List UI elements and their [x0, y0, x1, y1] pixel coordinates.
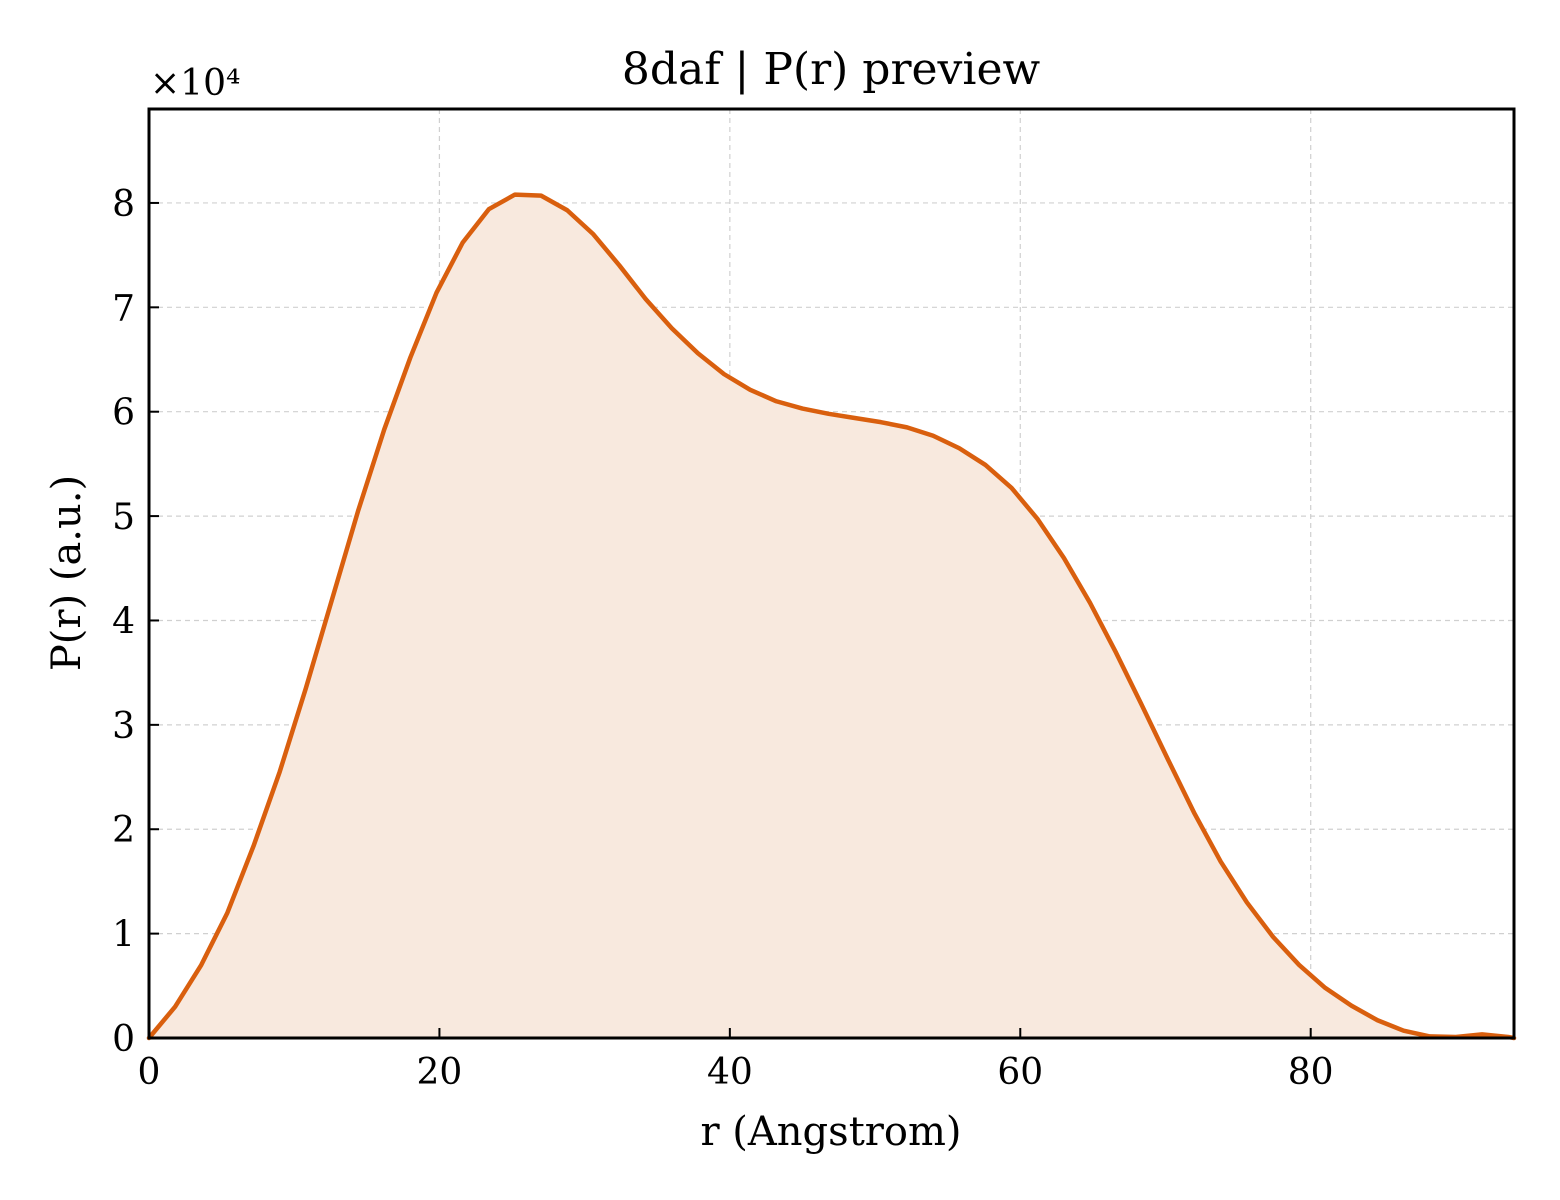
- y-tick-label: 2: [112, 810, 135, 851]
- y-axis-label: P(r) (a.u.): [44, 475, 90, 671]
- y-tick-label: 7: [112, 288, 135, 329]
- x-tick-label: 80: [1288, 1052, 1334, 1093]
- y-tick-label: 6: [112, 393, 135, 434]
- y-tick-label: 0: [112, 1019, 135, 1060]
- y-tick-label: 4: [112, 601, 135, 642]
- chart-title: 8daf | P(r) preview: [622, 44, 1041, 95]
- y-tick-label: 8: [112, 184, 135, 225]
- y-scale-multiplier: ×10⁴: [150, 63, 240, 104]
- x-tick-label: 0: [138, 1052, 161, 1093]
- y-tick-label: 1: [112, 915, 135, 956]
- pr-series-line: [146, 192, 1517, 1041]
- y-tick-label: 5: [112, 497, 135, 538]
- x-axis-label: r (Angstrom): [700, 1109, 961, 1155]
- x-tick-label: 40: [707, 1052, 753, 1093]
- x-tick-label: 20: [417, 1052, 463, 1093]
- pr-area-fill: [149, 194, 1514, 1039]
- axis-ticks: 0 20 40 60 80 0 1 2 3 4 5 6 7 8: [112, 184, 1334, 1093]
- y-tick-label: 3: [112, 706, 135, 747]
- x-tick-label: 60: [997, 1052, 1043, 1093]
- plot-frame: [147, 107, 1516, 1040]
